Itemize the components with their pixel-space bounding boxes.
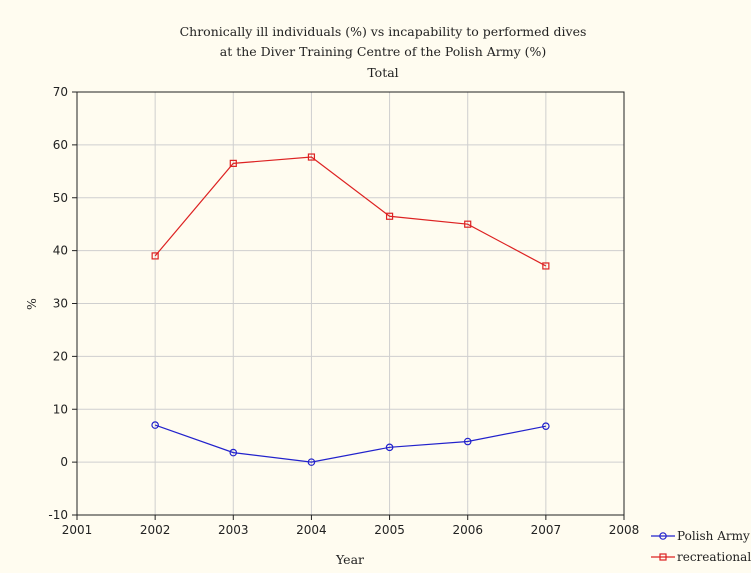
x-tick-label: 2001 bbox=[62, 523, 93, 537]
y-tick-label: 60 bbox=[53, 138, 68, 152]
y-tick-label: 0 bbox=[60, 455, 68, 469]
y-tick-label: 30 bbox=[53, 297, 68, 311]
x-tick-label: 2004 bbox=[296, 523, 327, 537]
x-tick-label: 2002 bbox=[140, 523, 171, 537]
y-tick-label: 50 bbox=[53, 191, 68, 205]
y-tick-label: 70 bbox=[53, 85, 68, 99]
x-tick-label: 2003 bbox=[218, 523, 249, 537]
grid-lines bbox=[77, 92, 624, 515]
legend-label-polish-army: Polish Army bbox=[677, 529, 750, 543]
y-tick-label: -10 bbox=[48, 508, 68, 522]
chart-subtitle: at the Diver Training Centre of the Poli… bbox=[220, 44, 547, 59]
series-line-polish-army bbox=[155, 425, 546, 462]
y-tick-label: 10 bbox=[53, 402, 68, 416]
chart-title: Chronically ill individuals (%) vs incap… bbox=[180, 24, 587, 39]
series-lines bbox=[152, 154, 549, 465]
axis-ticks: 2001 2002 2003 2004 2005 2006 2007 2008 -10 0 10 20… bbox=[48, 85, 639, 537]
chart-subtitle-total: Total bbox=[367, 65, 398, 80]
x-tick-label: 2008 bbox=[609, 523, 640, 537]
series-line-recreational bbox=[155, 157, 546, 266]
legend-label-recreational: recreational bbox=[677, 550, 751, 564]
y-axis-title: % bbox=[24, 298, 39, 310]
y-tick-label: 40 bbox=[53, 244, 68, 258]
x-tick-label: 2007 bbox=[531, 523, 562, 537]
x-axis-title: Year bbox=[335, 552, 364, 567]
x-tick-label: 2005 bbox=[374, 523, 405, 537]
y-tick-label: 20 bbox=[53, 349, 68, 363]
chart-legend: Polish Army recreational bbox=[651, 529, 751, 564]
x-tick-label: 2006 bbox=[452, 523, 483, 537]
